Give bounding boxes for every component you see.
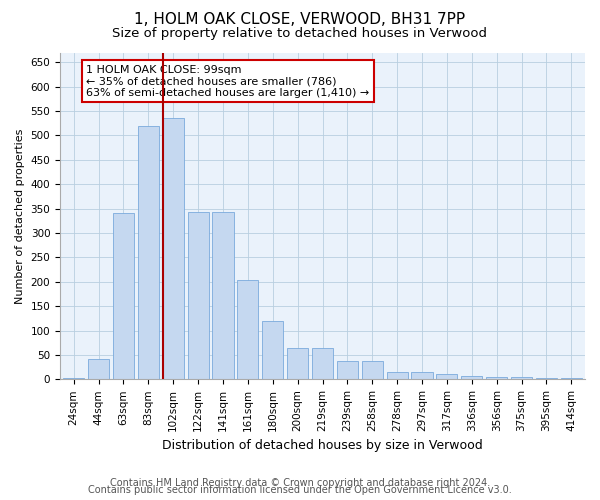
Bar (312, 348, 333, 380)
Bar (88, 359, 109, 380)
Bar (536, 378, 557, 380)
Text: 1 HOLM OAK CLOSE: 99sqm
← 35% of detached houses are smaller (786)
63% of semi-d: 1 HOLM OAK CLOSE: 99sqm ← 35% of detache… (86, 64, 370, 98)
Bar (63, 378, 84, 380)
X-axis label: Distribution of detached houses by size in Verwood: Distribution of detached houses by size … (162, 440, 483, 452)
Bar (561, 378, 582, 380)
Bar (212, 212, 233, 380)
Bar (511, 377, 532, 380)
Bar (386, 372, 408, 380)
Bar (163, 118, 184, 380)
Bar (237, 280, 259, 380)
Bar (362, 362, 383, 380)
Y-axis label: Number of detached properties: Number of detached properties (15, 128, 25, 304)
Bar (262, 321, 283, 380)
Text: Contains HM Land Registry data © Crown copyright and database right 2024.: Contains HM Land Registry data © Crown c… (110, 478, 490, 488)
Bar (337, 362, 358, 380)
Bar (188, 212, 209, 380)
Text: Size of property relative to detached houses in Verwood: Size of property relative to detached ho… (113, 28, 487, 40)
Bar (138, 126, 159, 380)
Text: Contains public sector information licensed under the Open Government Licence v3: Contains public sector information licen… (88, 485, 512, 495)
Bar (461, 376, 482, 380)
Bar (287, 348, 308, 380)
Bar (412, 372, 433, 380)
Bar (113, 214, 134, 380)
Bar (486, 377, 507, 380)
Text: 1, HOLM OAK CLOSE, VERWOOD, BH31 7PP: 1, HOLM OAK CLOSE, VERWOOD, BH31 7PP (134, 12, 466, 28)
Bar (436, 374, 457, 380)
